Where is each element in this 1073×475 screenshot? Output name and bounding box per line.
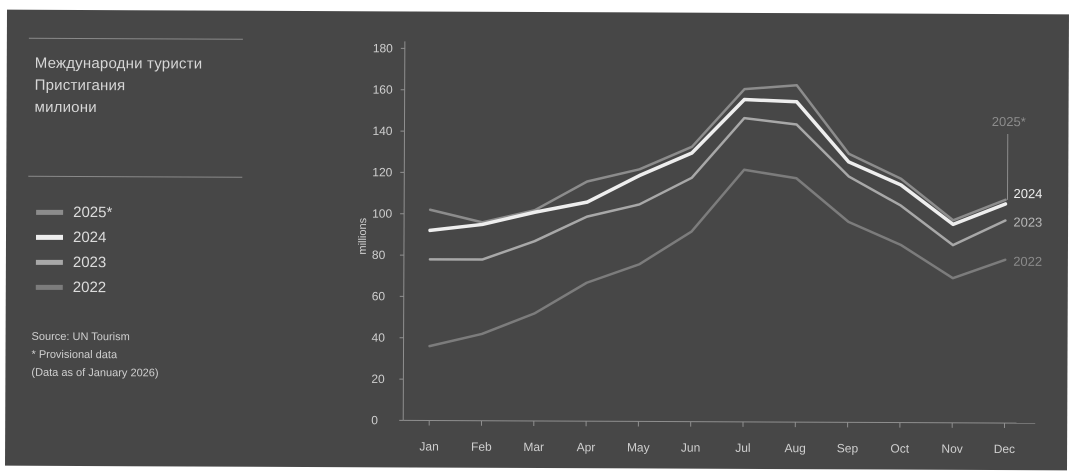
x-tick-label-jan: Jan: [419, 439, 438, 453]
end-label-2024: 2024: [1013, 186, 1042, 201]
end-label-2023: 2023: [1013, 215, 1042, 230]
y-tick-label-160: 160: [373, 83, 393, 97]
y-axis-label: millions: [357, 217, 369, 254]
x-tick-label-apr: Apr: [577, 440, 596, 454]
y-tick-label-120: 120: [372, 165, 392, 179]
line-chart: 0 20 40 60 80 100 120 140 160 180 millions Jan Feb Ma…: [357, 41, 1043, 456]
x-axis-line: [403, 419, 1036, 424]
y-tick-label-140: 140: [372, 124, 392, 138]
y-tick-label-0: 0: [371, 413, 378, 427]
chart-panel: Международни туристи Пристигания милиони…: [5, 9, 1069, 471]
x-tick-label-may: May: [627, 440, 650, 454]
x-tick-label-oct: Oct: [890, 442, 909, 456]
series-line-2022: [428, 168, 1007, 348]
y-tick-label-40: 40: [372, 331, 386, 345]
x-tick-label-nov: Nov: [941, 442, 962, 456]
x-tick-label-jun: Jun: [681, 441, 700, 455]
x-tick-label-dec: Dec: [994, 442, 1015, 456]
series-line-2025: [428, 84, 1007, 224]
y-tick-label-100: 100: [372, 207, 392, 221]
y-axis-line: [402, 41, 406, 421]
y-tick-label-180: 180: [373, 41, 393, 55]
x-tick-label-mar: Mar: [523, 440, 544, 454]
y-tick-label-20: 20: [371, 372, 385, 386]
x-tick-label-aug: Aug: [784, 441, 805, 455]
series-line-2023: [428, 116, 1007, 261]
x-tick-label-sep: Sep: [837, 441, 859, 455]
x-tick-label-feb: Feb: [471, 440, 492, 454]
y-tick-label-60: 60: [372, 289, 386, 303]
y-tick-label-80: 80: [372, 248, 386, 262]
end-label-2025: 2025*: [992, 114, 1026, 129]
end-label-2022: 2022: [1013, 254, 1042, 269]
series-line-2024: [428, 97, 1008, 233]
x-tick-label-jul: Jul: [735, 441, 750, 455]
